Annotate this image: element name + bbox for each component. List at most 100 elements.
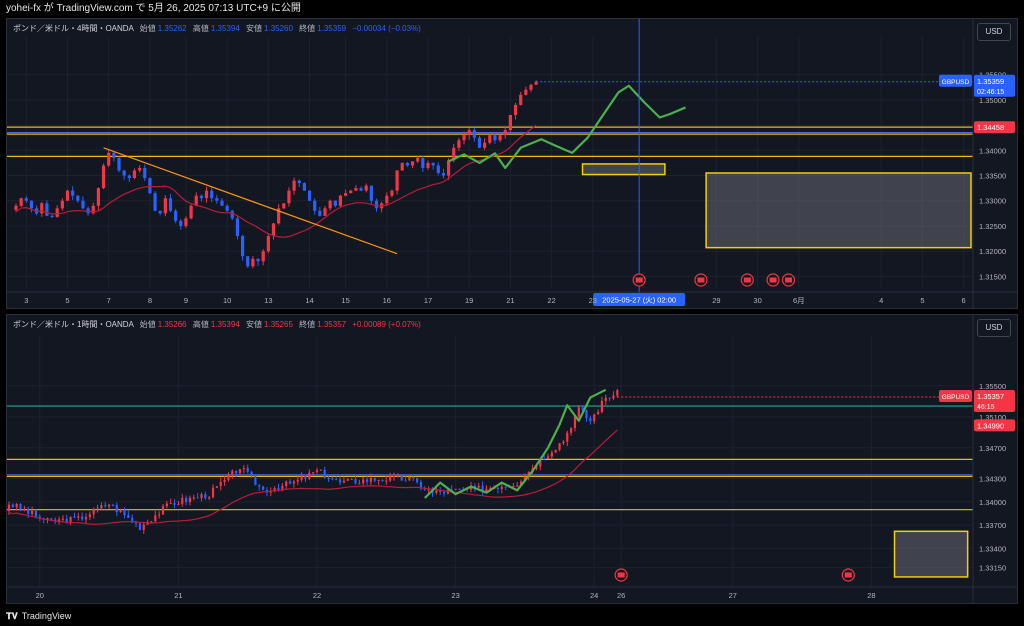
candle-body: [227, 474, 230, 481]
candle-body: [304, 476, 307, 479]
currency-button-1h[interactable]: USD: [977, 319, 1011, 337]
time-tick-label: 6: [962, 296, 966, 305]
candle-body: [55, 208, 59, 217]
candle-body: [405, 162, 409, 166]
candle-body: [539, 458, 542, 467]
candle-body: [101, 165, 106, 189]
candle-body: [323, 208, 327, 216]
candle-body: [235, 218, 240, 237]
candle-body: [154, 515, 157, 522]
currency-button-4h[interactable]: USD: [977, 23, 1011, 41]
candle-body: [131, 517, 134, 523]
time-tick-label: 16: [383, 296, 391, 305]
time-tick-label: 6月: [793, 296, 805, 305]
time-tick-label: 20: [36, 591, 44, 600]
candle-body: [108, 504, 111, 507]
candle-body: [400, 475, 403, 481]
candle-body: [439, 490, 442, 493]
symbol-badge-label: GBPUSD: [942, 79, 970, 86]
symbol-badge: [939, 74, 972, 87]
candle-body: [346, 479, 349, 481]
candle-body: [485, 488, 488, 492]
candle-body: [416, 157, 420, 162]
candle-body: [57, 519, 61, 522]
candle-body: [165, 503, 168, 507]
chart-pane-4h[interactable]: 2025-05-27 (火) 02:001.355001.350001.3450…: [6, 18, 1018, 309]
candle-body: [466, 489, 469, 491]
candle-body: [254, 475, 257, 485]
candle-body: [392, 476, 396, 478]
candle-body: [132, 170, 137, 179]
close-value: 1.35357: [317, 320, 347, 329]
candle-body: [123, 510, 126, 516]
candle-body: [115, 504, 118, 513]
candle-body: [604, 397, 607, 401]
candle-body: [287, 190, 291, 204]
candle-body: [472, 130, 476, 138]
price-tick-label: 1.35000: [979, 96, 1006, 105]
projection-path: [424, 388, 607, 499]
moving-average-line: [8, 429, 618, 525]
candle-body: [546, 456, 550, 459]
zone-rectangle: [705, 172, 972, 249]
time-tick-label: 24: [590, 591, 598, 600]
candle-body: [117, 157, 121, 171]
candle-body: [271, 223, 276, 237]
chart-pane-1h[interactable]: 1.35500 1.35100 1.34700 1.34300 1.34000 1.337…: [6, 314, 1018, 604]
candle-body: [365, 479, 369, 482]
candle-body: [158, 210, 162, 214]
candle-body: [400, 162, 404, 171]
candle-body: [581, 407, 584, 411]
time-tick-label: 5: [920, 296, 924, 305]
symbol-badge-label: GBPUSD: [942, 394, 970, 401]
candle-body: [277, 208, 281, 224]
time-tick-label: 19: [465, 296, 473, 305]
candle-body: [498, 135, 502, 141]
candle-body: [349, 190, 353, 194]
candle-body: [558, 443, 561, 450]
candle-body: [496, 487, 500, 489]
candle-body: [104, 505, 107, 507]
candle-body: [282, 203, 286, 209]
candle-body: [362, 479, 365, 484]
footer-brand: TradingView: [21, 611, 72, 621]
candle-body: [381, 479, 384, 481]
candle-body: [14, 205, 18, 210]
candle-body: [189, 205, 193, 219]
candle-body: [297, 180, 301, 184]
chart-canvas-4h[interactable]: 2025-05-27 (火) 02:001.355001.350001.3450…: [7, 19, 1017, 308]
candle-body: [261, 251, 265, 262]
candle-body: [452, 147, 456, 161]
candle-body: [142, 524, 145, 530]
candle-body: [92, 508, 95, 515]
time-tick-label: 21: [174, 591, 182, 600]
candle-body: [577, 407, 580, 417]
time-tick-label: 29: [712, 296, 720, 305]
candle-body: [238, 469, 242, 474]
candle-body: [169, 503, 172, 505]
chart-canvas-1h[interactable]: 1.35500 1.35100 1.34700 1.34300 1.34000 1.337…: [7, 315, 1017, 603]
time-tick-label: 3: [24, 296, 28, 305]
time-tick-label: 10: [223, 296, 231, 305]
price-tick-label: 1.32000: [979, 247, 1006, 256]
candle-body: [96, 188, 100, 206]
candle-body: [81, 516, 84, 520]
time-tick-label: 22: [313, 591, 321, 600]
candle-body: [179, 220, 183, 226]
candle-body: [454, 488, 457, 490]
candle-body: [100, 505, 103, 509]
time-tick-label: 27: [729, 591, 737, 600]
candle-body: [127, 515, 130, 518]
candle-body: [138, 523, 141, 530]
candle-body: [477, 137, 482, 148]
crosshair-time-label: 2025-05-27 (火) 02:00: [602, 296, 676, 305]
candle-body: [589, 418, 592, 422]
flash-event-icon-glyph: [617, 572, 625, 578]
candle-body: [308, 472, 311, 479]
candle-body: [457, 140, 461, 148]
candle-body: [410, 161, 415, 166]
candle-body: [194, 195, 198, 206]
candle-body: [562, 441, 565, 444]
candle-body: [344, 193, 348, 196]
high-value: 1.35394: [210, 24, 240, 33]
